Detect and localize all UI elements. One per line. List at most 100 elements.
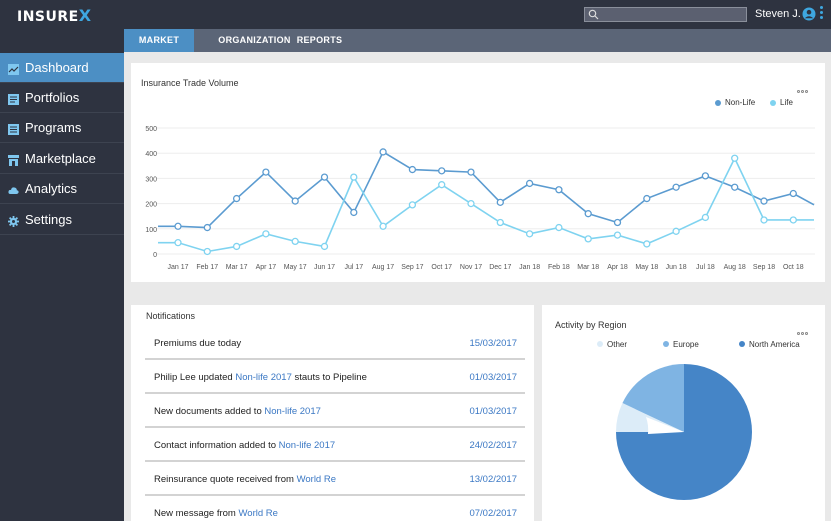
notification-row[interactable]: Premiums due today 15/03/2017 bbox=[145, 326, 525, 360]
notification-link[interactable]: Non-life 2017 bbox=[264, 406, 321, 417]
notification-message: Premiums due today bbox=[154, 338, 242, 349]
data-point bbox=[232, 242, 241, 251]
x-tick-label: Dec 17 bbox=[489, 264, 511, 271]
sidebar-item-dashboard[interactable]: Dashboard bbox=[0, 53, 124, 83]
notification-row[interactable]: Reinsurance quote received from World Re… bbox=[145, 462, 525, 496]
pie-slice-europe[interactable] bbox=[622, 364, 684, 432]
data-point bbox=[525, 230, 534, 238]
notification-text: Reinsurance quote received from World Re bbox=[154, 474, 336, 485]
sidebar-item-programs[interactable]: Programs bbox=[0, 113, 124, 143]
sidebar-item-label: Programs bbox=[25, 120, 82, 135]
notification-link[interactable]: World Re bbox=[296, 474, 336, 485]
x-tick-label: Apr 18 bbox=[607, 264, 628, 271]
chart-icon bbox=[8, 63, 19, 75]
sidebar-item-label: Dashboard bbox=[25, 60, 89, 75]
x-tick-label: Jun 17 bbox=[314, 264, 335, 271]
x-tick-label: Aug 18 bbox=[724, 264, 746, 271]
notification-text: Premiums due today bbox=[154, 338, 241, 349]
data-point bbox=[613, 231, 622, 239]
pie-inner-highlight bbox=[646, 417, 684, 434]
x-tick-label: Aug 17 bbox=[372, 264, 394, 271]
top-bar: INSUREX Steven J. bbox=[0, 0, 831, 29]
data-point bbox=[731, 154, 739, 162]
more-menu-icon[interactable] bbox=[820, 6, 824, 22]
user-name[interactable]: Steven J. bbox=[755, 8, 801, 20]
data-point bbox=[174, 222, 182, 230]
tab-reports[interactable]: REPORTS bbox=[296, 35, 343, 45]
app-logo[interactable]: INSUREX bbox=[17, 6, 92, 25]
search-icon bbox=[588, 9, 599, 20]
notification-text: Contact information added to Non-life 20… bbox=[154, 440, 335, 451]
y-tick-label: 100 bbox=[145, 227, 157, 234]
x-tick-label: Jan 17 bbox=[167, 264, 188, 271]
notification-text: New documents added to Non-life 2017 bbox=[154, 406, 321, 417]
cloud-icon bbox=[8, 184, 19, 195]
data-point bbox=[643, 240, 651, 248]
notification-message: Philip Lee updated bbox=[154, 372, 236, 383]
x-tick-label: Apr 17 bbox=[256, 264, 277, 271]
notification-link[interactable]: Non-life 2017 bbox=[278, 440, 336, 451]
search-box[interactable] bbox=[584, 7, 747, 22]
trade-volume-line-chart: 0 100 200 300 400 500 Jan 17 Feb 17 Mar 17 Apr 17… bbox=[145, 126, 815, 271]
data-point bbox=[789, 216, 797, 224]
data-point bbox=[467, 168, 475, 176]
legend-europe: Europe bbox=[673, 340, 699, 349]
tab-market[interactable]: MARKET bbox=[124, 29, 194, 52]
notification-link[interactable]: World Re bbox=[238, 508, 278, 519]
data-point bbox=[203, 247, 211, 256]
search-input[interactable] bbox=[601, 8, 745, 21]
sidebar-item-label: Marketplace bbox=[25, 151, 96, 166]
x-tick-label: Jul 18 bbox=[696, 264, 715, 271]
notification-date: 01/03/2017 bbox=[469, 406, 517, 417]
notification-link[interactable]: Non-life 2017 bbox=[235, 372, 292, 383]
region-chart-menu-icon[interactable] bbox=[797, 322, 813, 335]
data-point bbox=[731, 183, 739, 191]
data-point bbox=[789, 189, 797, 198]
x-tick-label: Jul 17 bbox=[344, 264, 363, 271]
notification-date: 01/03/2017 bbox=[469, 372, 517, 383]
gear-icon bbox=[8, 215, 19, 227]
notifications-card bbox=[131, 305, 534, 521]
pie-slice-other[interactable] bbox=[616, 403, 684, 432]
user-avatar-icon[interactable] bbox=[802, 7, 816, 21]
sidebar-item-settings[interactable]: Settings bbox=[0, 205, 124, 235]
data-point bbox=[496, 198, 504, 206]
notification-row[interactable]: New documents added to Non-life 2017 01/0… bbox=[145, 394, 525, 428]
trade-chart-menu-icon[interactable] bbox=[797, 80, 813, 93]
data-point bbox=[555, 223, 563, 232]
x-tick-label: Mar 17 bbox=[226, 264, 248, 271]
data-point bbox=[350, 208, 358, 217]
notification-message: Reinsurance quote received from bbox=[154, 474, 297, 485]
data-point bbox=[291, 197, 299, 205]
x-tick-label: Nov 17 bbox=[460, 264, 482, 271]
data-point bbox=[496, 218, 504, 227]
sidebar-item-label: Portfolios bbox=[25, 90, 80, 105]
notification-row[interactable]: New message from World Re 07/02/2017 bbox=[145, 496, 525, 521]
list-icon bbox=[8, 123, 19, 135]
data-point bbox=[320, 173, 329, 181]
data-point bbox=[379, 222, 387, 230]
x-tick-label: Jun 18 bbox=[666, 264, 687, 271]
sidebar bbox=[0, 29, 124, 521]
data-point bbox=[203, 223, 211, 232]
notification-row[interactable]: Philip Lee updated Non-life 2017 stauts … bbox=[145, 360, 525, 394]
notification-message: Contact information added to bbox=[154, 440, 279, 451]
sidebar-item-label: Analytics bbox=[25, 181, 78, 196]
x-tick-label: Jan 18 bbox=[519, 264, 540, 271]
data-point bbox=[438, 167, 446, 175]
data-point bbox=[408, 201, 417, 209]
notifications-title: Notifications bbox=[146, 311, 196, 321]
sidebar-item-analytics[interactable]: Analytics bbox=[0, 174, 124, 204]
x-tick-label: Sep 18 bbox=[753, 264, 775, 271]
series-line-life bbox=[158, 156, 814, 253]
sidebar-item-marketplace[interactable]: Marketplace bbox=[0, 144, 124, 174]
x-tick-label: Oct 17 bbox=[431, 264, 452, 271]
data-point bbox=[672, 227, 680, 235]
notification-row[interactable]: Contact information added to Non-life 20… bbox=[145, 428, 525, 462]
trade-volume-card bbox=[131, 63, 825, 282]
tab-organization[interactable]: ORGANIZATION bbox=[218, 35, 291, 45]
notification-message: New documents added to bbox=[154, 406, 265, 417]
notification-text: New message from World Re bbox=[154, 508, 278, 519]
sidebar-item-portfolios[interactable]: Portfolios bbox=[0, 83, 124, 113]
x-tick-label: Oct 18 bbox=[783, 264, 804, 271]
